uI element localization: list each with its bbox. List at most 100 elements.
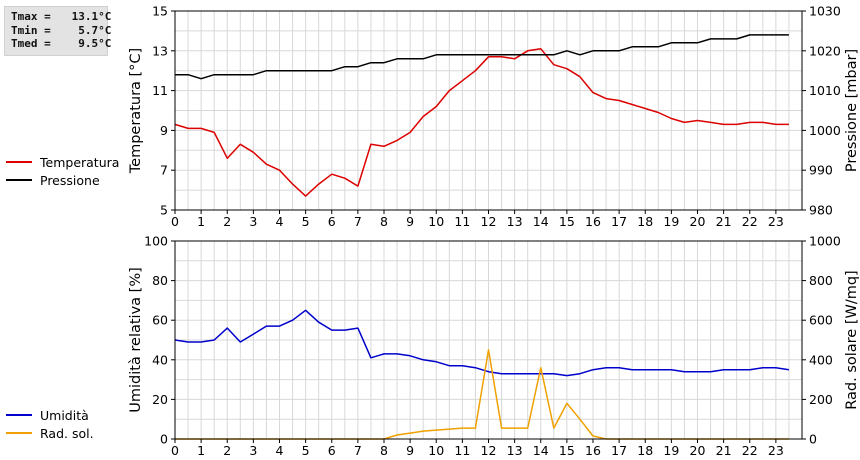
y-tick-label-right: 800 <box>809 273 833 288</box>
y-tick-label-left: 5 <box>160 203 168 218</box>
y-tick-label-left: 20 <box>152 392 168 407</box>
x-tick-label: 16 <box>585 443 601 458</box>
x-tick-label: 7 <box>354 214 362 229</box>
x-tick-label: 13 <box>507 443 523 458</box>
x-tick-label: 21 <box>716 443 732 458</box>
tmin-row: Tmin = 5.7°C <box>11 23 111 38</box>
x-tick-label: 12 <box>481 214 497 229</box>
tmin-value: 5.7°C <box>78 23 112 37</box>
x-tick-label: 9 <box>406 443 414 458</box>
x-tick-label: 5 <box>302 443 310 458</box>
x-tick-label: 1 <box>197 443 205 458</box>
y-tick-label-right: 400 <box>809 352 833 367</box>
x-tick-label: 17 <box>611 443 627 458</box>
y-tick-label-left: 11 <box>152 83 168 98</box>
x-tick-label: 14 <box>533 443 549 458</box>
legend-label-umidita: Umidità <box>40 407 89 423</box>
tmed-value: 9.5°C <box>78 37 112 50</box>
y-tick-label-left: 13 <box>152 43 168 58</box>
x-tick-label: 11 <box>454 443 470 458</box>
x-tick-label: 4 <box>276 214 284 229</box>
x-tick-label: 3 <box>249 443 257 458</box>
x-tick-label: 6 <box>328 214 336 229</box>
tmax-value: 13.1°C <box>71 10 112 23</box>
legend-top: Temperatura Pressione <box>6 153 119 189</box>
panel-bottom: 0 1 2 3 4 5 6 7 8 9 10 11 12 13 14 15 16 17 18 19 20 21 22 2302… <box>128 234 860 459</box>
x-tick-label: 8 <box>380 214 388 229</box>
x-tick-label: 10 <box>428 214 444 229</box>
legend-swatch-rad-sol <box>6 432 32 434</box>
y-tick-label-right: 200 <box>809 392 833 407</box>
y-tick-label-right: 0 <box>809 432 817 447</box>
panel-top: 0 1 2 3 4 5 6 7 8 9 10 11 12 13 14 15 16 17 18 19 20 21 22 2357… <box>128 4 860 230</box>
legend-label-pressione: Pressione <box>40 172 100 188</box>
x-tick-label: 9 <box>406 214 414 229</box>
x-tick-label: 0 <box>171 214 179 229</box>
y-tick-label-left: 0 <box>160 432 168 447</box>
legend-swatch-temperatura <box>6 161 32 163</box>
legend-label-temperatura: Temperatura <box>40 154 120 170</box>
legend-item-pressione: Pressione <box>6 171 119 189</box>
legend-swatch-umidita <box>6 414 32 416</box>
series-line-umidit- <box>174 309 790 377</box>
tmax-row: Tmax = 13.1°C <box>11 10 111 24</box>
y-axis-title-right: Rad. solare [W/mq] <box>844 270 860 409</box>
x-tick-label: 20 <box>690 443 706 458</box>
x-tick-label: 18 <box>637 443 653 458</box>
y-tick-label-left: 100 <box>144 234 168 249</box>
legend-bottom: Umidità Rad. sol. <box>6 406 94 442</box>
y-tick-label-right: 600 <box>809 313 833 328</box>
y-tick-label-left: 60 <box>152 313 168 328</box>
x-tick-label: 15 <box>559 443 575 458</box>
y-tick-label-right: 1030 <box>809 4 841 19</box>
y-tick-label-left: 7 <box>160 163 168 178</box>
y-tick-label-right: 1010 <box>809 83 841 98</box>
x-tick-label: 12 <box>481 443 497 458</box>
x-tick-label: 22 <box>742 443 758 458</box>
x-tick-label: 18 <box>637 214 653 229</box>
tmed-row: Tmed = 9.5°C <box>11 37 111 51</box>
y-axis-title-left: Umidità relativa [%] <box>128 267 144 413</box>
tmax-label: Tmax = <box>11 10 51 23</box>
y-tick-label-right: 1000 <box>809 123 841 138</box>
tmin-label: Tmin = <box>11 23 51 37</box>
x-tick-label: 19 <box>663 443 679 458</box>
y-axis-title-right: Pressione [mbar] <box>844 49 860 172</box>
x-tick-label: 8 <box>380 443 388 458</box>
x-tick-label: 16 <box>585 214 601 229</box>
y-tick-label-right: 1000 <box>809 234 841 249</box>
x-tick-label: 20 <box>690 214 706 229</box>
x-tick-label: 19 <box>663 214 679 229</box>
x-tick-label: 23 <box>768 214 784 229</box>
x-tick-label: 13 <box>507 214 523 229</box>
y-tick-label-left: 40 <box>152 352 168 367</box>
x-tick-label: 0 <box>171 443 179 458</box>
tmed-label: Tmed = <box>11 37 51 50</box>
x-tick-label: 7 <box>354 443 362 458</box>
x-tick-label: 17 <box>611 214 627 229</box>
x-tick-label: 11 <box>454 214 470 229</box>
x-tick-label: 23 <box>768 443 784 458</box>
y-tick-label-left: 15 <box>152 4 168 19</box>
legend-item-temperatura: Temperatura <box>6 153 119 171</box>
y-axis-title-left: Temperatura [°C] <box>128 48 144 174</box>
y-tick-label-right: 1020 <box>809 43 841 58</box>
x-tick-label: 6 <box>328 443 336 458</box>
x-tick-label: 15 <box>559 214 575 229</box>
x-tick-label: 21 <box>716 214 732 229</box>
legend-item-rad-sol: Rad. sol. <box>6 424 94 442</box>
x-tick-label: 14 <box>533 214 549 229</box>
legend-item-umidita: Umidità <box>6 406 94 424</box>
y-tick-label-left: 80 <box>152 273 168 288</box>
x-tick-label: 2 <box>223 214 231 229</box>
y-tick-label-left: 9 <box>160 123 168 138</box>
x-tick-label: 4 <box>276 443 284 458</box>
legend-label-rad-sol: Rad. sol. <box>40 425 94 441</box>
x-tick-label: 5 <box>302 214 310 229</box>
y-tick-label-right: 990 <box>809 163 833 178</box>
legend-swatch-pressione <box>6 179 32 181</box>
x-tick-label: 1 <box>197 214 205 229</box>
series-line-temperatura <box>174 48 789 197</box>
x-tick-label: 3 <box>249 214 257 229</box>
